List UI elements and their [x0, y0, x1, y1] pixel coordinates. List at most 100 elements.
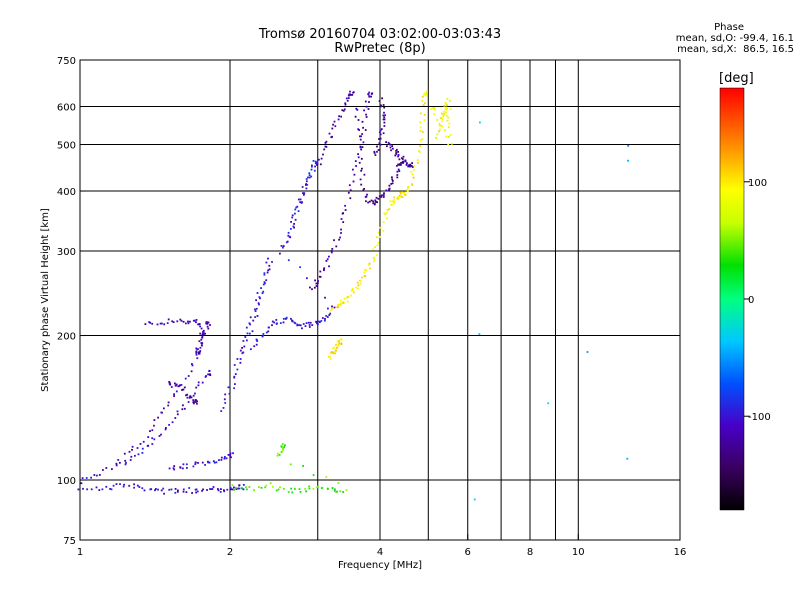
phase-stats-box: Phase mean, sd,O: -99.4, 16.1 mean, sd,X…: [574, 22, 794, 55]
data-point: [235, 486, 237, 489]
data-point: [109, 488, 111, 490]
data-point: [327, 488, 329, 490]
data-point: [382, 229, 385, 232]
data-point: [159, 322, 162, 325]
data-point: [321, 486, 324, 489]
data-point: [386, 209, 389, 211]
data-point: [195, 353, 198, 356]
data-point: [397, 154, 400, 156]
data-point: [206, 322, 209, 325]
axis-ticks: 1 2 4 6 8 10 16 75 100 200 300 400 500 600 750: [57, 56, 686, 558]
data-point: [368, 264, 370, 267]
data-point: [626, 457, 629, 460]
chart-subtitle: RwPretec (8p): [334, 41, 426, 56]
data-point: [340, 232, 342, 234]
data-point: [284, 444, 286, 447]
data-point: [236, 368, 239, 371]
data-point: [245, 326, 248, 329]
data-point: [232, 452, 234, 455]
data-point: [246, 339, 248, 342]
data-point: [339, 338, 342, 341]
data-point: [115, 483, 118, 485]
data-point: [268, 264, 271, 267]
data-point: [324, 142, 327, 144]
data-point: [301, 186, 304, 188]
data-point: [180, 384, 183, 386]
data-point: [175, 383, 178, 386]
data-point: [211, 488, 214, 490]
data-point: [187, 322, 190, 325]
data-point: [182, 490, 185, 493]
data-point: [411, 166, 414, 168]
data-point: [239, 358, 242, 360]
data-point: [473, 498, 476, 501]
y-tick-label: 750: [57, 56, 76, 67]
data-point: [333, 346, 336, 349]
data-point: [352, 91, 354, 94]
data-point: [286, 240, 289, 243]
data-point: [403, 191, 405, 194]
data-point: [444, 102, 447, 105]
data-point: [246, 332, 249, 335]
data-point: [166, 322, 169, 324]
data-point: [349, 189, 352, 192]
data-point: [254, 316, 257, 318]
data-point: [309, 286, 311, 289]
data-point: [282, 321, 285, 324]
data-point: [183, 386, 186, 389]
data-point: [352, 291, 355, 294]
data-point: [318, 320, 320, 323]
data-point: [339, 303, 342, 306]
data-point: [195, 491, 197, 494]
data-point: [188, 487, 191, 489]
data-point: [265, 279, 268, 282]
data-point: [290, 317, 292, 320]
data-point: [314, 160, 317, 163]
data-point: [283, 446, 285, 449]
data-point: [150, 488, 153, 490]
data-point: [357, 287, 359, 290]
data-point: [233, 364, 236, 366]
data-point: [410, 170, 413, 173]
data-point: [323, 268, 325, 270]
data-point: [176, 320, 179, 323]
data-point: [398, 164, 400, 166]
data-point: [229, 455, 232, 458]
data-point: [424, 94, 427, 97]
data-point: [370, 199, 373, 202]
data-point: [430, 108, 433, 110]
data-point: [275, 489, 278, 492]
data-point: [388, 184, 391, 187]
data-point: [155, 488, 157, 490]
data-point: [358, 129, 360, 131]
data-point: [282, 488, 285, 490]
data-point: [330, 249, 333, 252]
data-point: [206, 325, 209, 328]
data-point: [195, 399, 197, 401]
data-point: [162, 487, 165, 490]
data-point: [446, 104, 448, 106]
data-point: [289, 236, 292, 239]
data-point: [424, 102, 426, 105]
data-point: [195, 350, 198, 353]
x-tick-label: 16: [674, 547, 687, 558]
data-point: [362, 141, 365, 144]
data-point: [627, 159, 629, 162]
x-tick-label: 6: [465, 547, 471, 558]
data-point: [339, 302, 342, 305]
data-point: [226, 488, 229, 491]
data-point: [321, 317, 324, 319]
data-point: [393, 199, 396, 201]
data-point: [398, 170, 401, 172]
data-point: [343, 297, 346, 300]
data-point: [441, 120, 444, 123]
data-point: [314, 165, 316, 168]
data-point: [258, 486, 260, 488]
data-point: [388, 188, 390, 191]
data-point: [353, 173, 356, 176]
data-point: [217, 488, 219, 490]
data-point: [360, 169, 363, 172]
data-point: [339, 490, 342, 493]
data-point: [375, 236, 378, 239]
data-point: [416, 162, 419, 164]
